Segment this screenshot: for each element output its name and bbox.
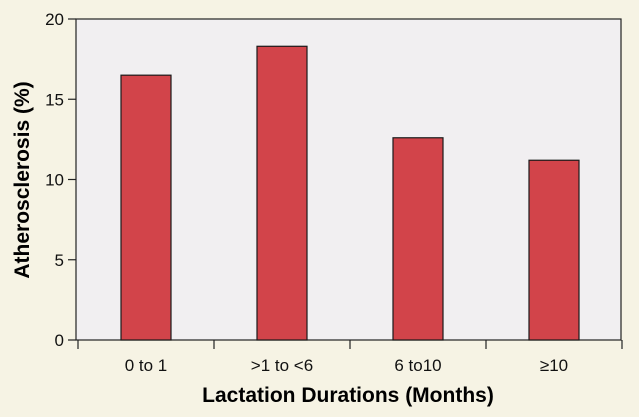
- y-axis-title: Atherosclerosis (%): [11, 81, 34, 278]
- bar: [120, 74, 172, 341]
- bar: [528, 159, 580, 341]
- x-tick-label: >1 to <6: [251, 356, 313, 375]
- y-tick-label: 20: [45, 10, 64, 29]
- x-tick-label: 0 to 1: [125, 356, 168, 375]
- x-axis: 0 to 1 >1 to <6 6 to10 ≥10: [77, 340, 623, 375]
- bars-group: [120, 45, 580, 341]
- y-axis: 0 5 10 15 20: [45, 10, 76, 350]
- y-tick-label: 15: [45, 90, 64, 109]
- x-axis-title: Lactation Durations (Months): [202, 384, 494, 407]
- y-tick-label: 5: [55, 251, 64, 270]
- x-tick-label: 6 to10: [394, 356, 441, 375]
- bar: [256, 45, 308, 341]
- y-tick-label: 10: [45, 171, 64, 190]
- y-tick-label: 0: [55, 331, 64, 350]
- bar: [392, 137, 444, 341]
- x-tick-label: ≥10: [540, 356, 568, 375]
